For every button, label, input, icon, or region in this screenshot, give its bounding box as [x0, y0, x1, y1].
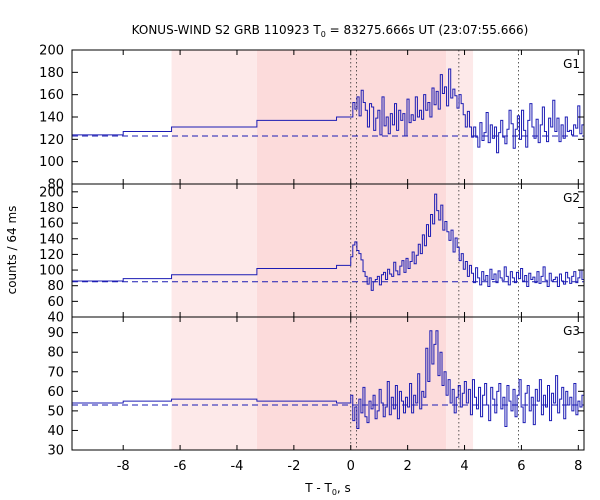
y-tick-label-G2-120: 120: [39, 248, 64, 263]
panel-label-G3: G3: [563, 324, 580, 338]
x-tick-label--6: -6: [174, 459, 187, 474]
y-tick-label-G3-50: 50: [47, 404, 64, 419]
y-tick-label-G2-100: 100: [39, 264, 64, 279]
y-tick-label-G3-60: 60: [47, 385, 64, 400]
x-axis-label: T - T0, s: [304, 481, 351, 497]
y-tick-label-G2-80: 80: [47, 279, 64, 294]
chart-title: KONUS-WIND S2 GRB 110923 T0 = 83275.666s…: [132, 23, 529, 39]
panel-label-G1: G1: [563, 57, 580, 71]
y-tick-label-G3-90: 90: [47, 326, 64, 341]
y-tick-label-G1-160: 160: [39, 88, 64, 103]
y-tick-label-G3-80: 80: [47, 346, 64, 361]
y-tick-label-G3-70: 70: [47, 365, 64, 380]
series-layer: [72, 68, 584, 429]
y-tick-label-G2-160: 160: [39, 217, 64, 232]
y-tick-label-G2-40: 40: [47, 311, 64, 326]
y-tick-label-G2-200: 200: [39, 185, 64, 200]
series-line-G1: [72, 68, 584, 154]
shaded-interval-0: [171, 50, 257, 450]
x-tick-label--2: -2: [287, 459, 300, 474]
x-tick-label--4: -4: [230, 459, 243, 474]
y-tick-label-G1-80: 80: [47, 178, 64, 193]
y-tick-label-G2-180: 180: [39, 201, 64, 216]
panel-label-G2: G2: [563, 191, 580, 205]
y-axis-label: counts / 64 ms: [5, 206, 19, 295]
tick-marks: [72, 49, 584, 451]
x-tick-label-8: 8: [574, 459, 582, 474]
x-tick-label-2: 2: [404, 459, 412, 474]
x-tick-label-6: 6: [517, 459, 525, 474]
x-tick-label-4: 4: [460, 459, 468, 474]
x-tick-label-0: 0: [347, 459, 355, 474]
y-tick-label-G3-40: 40: [47, 424, 64, 439]
y-tick-label-G1-180: 180: [39, 66, 64, 81]
series-line-G2: [72, 193, 584, 291]
y-tick-label-G1-200: 200: [39, 44, 64, 59]
y-tick-label-G2-140: 140: [39, 232, 64, 247]
panel-frame-G3: [71, 316, 585, 451]
y-tick-label-G2-60: 60: [47, 295, 64, 310]
y-tick-label-G1-120: 120: [39, 133, 64, 148]
x-tick-label--8: -8: [117, 459, 130, 474]
y-tick-label-G1-140: 140: [39, 111, 64, 126]
series-line-G3: [72, 330, 584, 429]
y-tick-label-G1-100: 100: [39, 155, 64, 170]
y-tick-label-G3-30: 30: [47, 444, 64, 459]
